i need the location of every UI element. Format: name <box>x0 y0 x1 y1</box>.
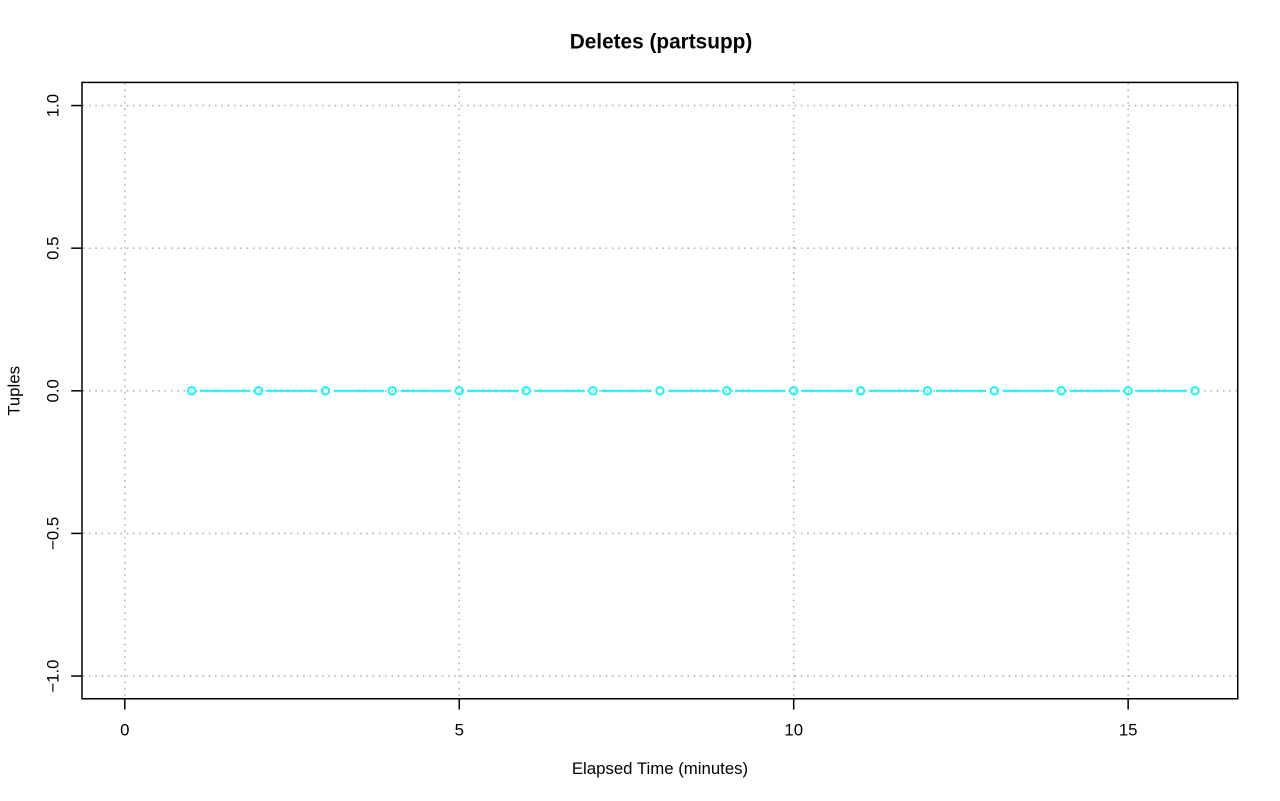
svg-text:−0.5: −0.5 <box>43 517 62 550</box>
svg-text:−1.0: −1.0 <box>43 659 62 692</box>
svg-text:0.0: 0.0 <box>43 379 62 402</box>
svg-text:0: 0 <box>120 721 129 740</box>
svg-text:Deletes (partsupp): Deletes (partsupp) <box>570 30 753 53</box>
svg-text:15: 15 <box>1119 721 1138 740</box>
svg-text:0.5: 0.5 <box>43 237 62 260</box>
svg-text:Elapsed Time (minutes): Elapsed Time (minutes) <box>572 759 748 778</box>
svg-text:1.0: 1.0 <box>43 94 62 117</box>
svg-text:Tuples: Tuples <box>4 366 23 416</box>
svg-text:10: 10 <box>784 721 803 740</box>
svg-text:5: 5 <box>455 721 464 740</box>
